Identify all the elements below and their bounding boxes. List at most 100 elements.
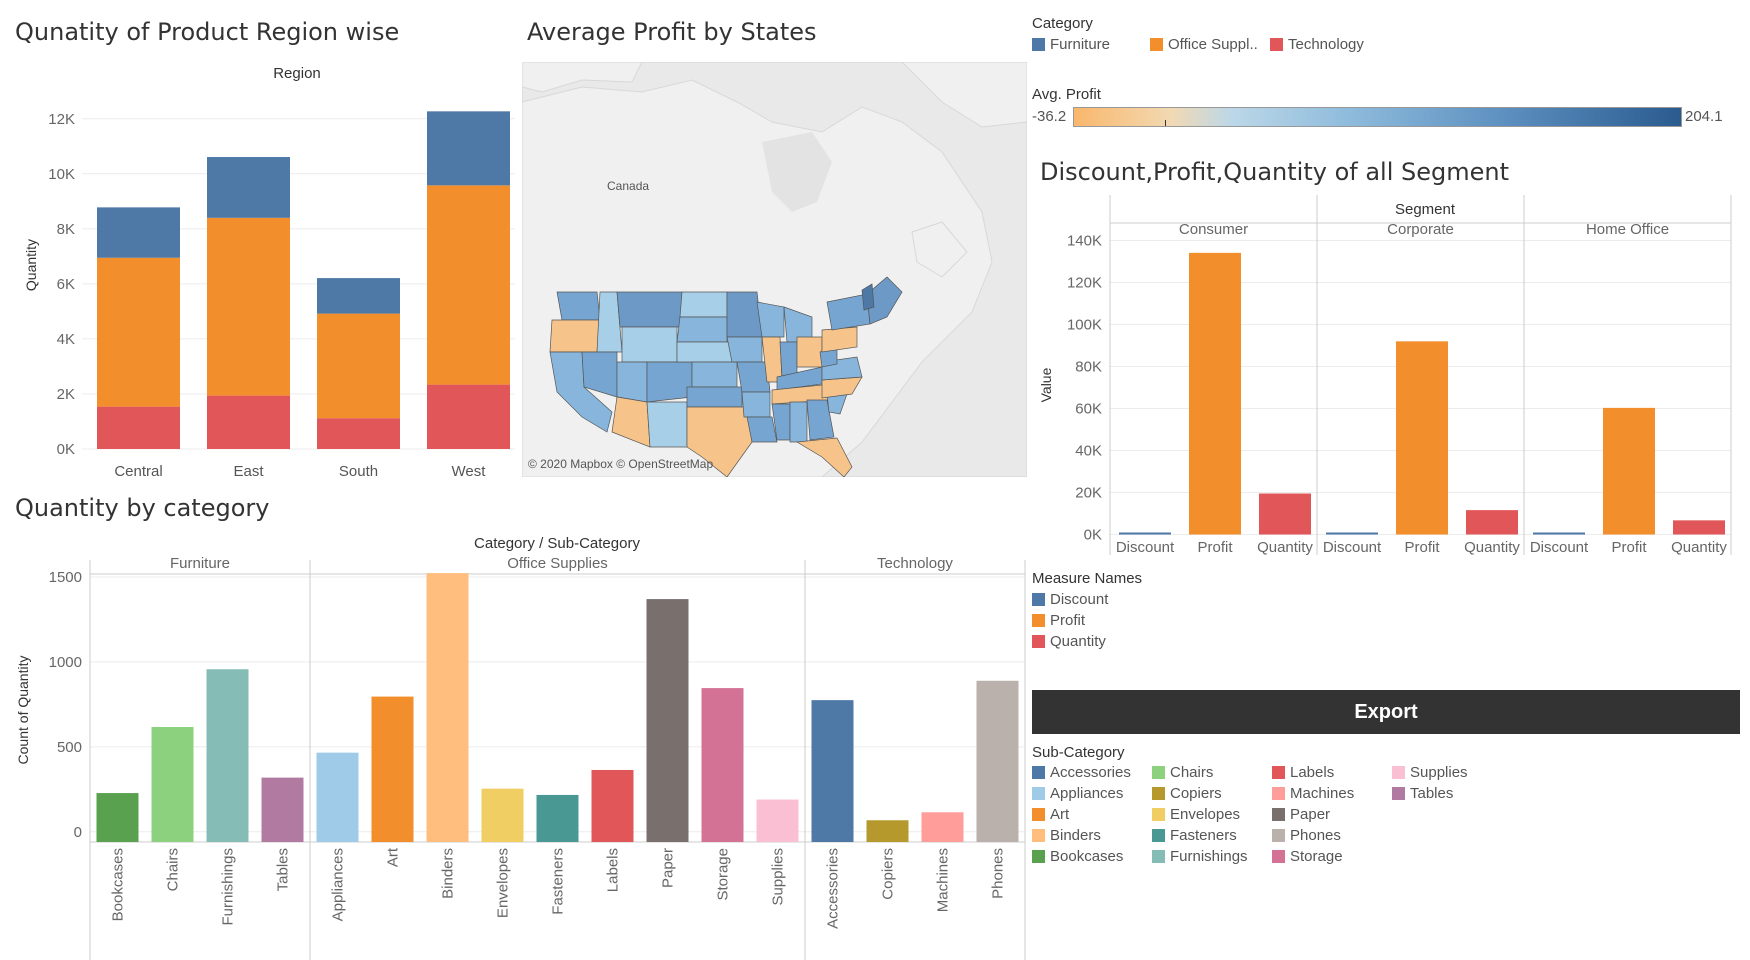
- bar: [866, 820, 909, 842]
- legend-item[interactable]: Labels: [1272, 764, 1334, 781]
- legend-item[interactable]: Furniture: [1032, 36, 1110, 53]
- legend-item[interactable]: Fasteners: [1152, 827, 1237, 844]
- legend-swatch: [1392, 766, 1405, 779]
- legend-item[interactable]: Tables: [1392, 785, 1453, 802]
- y-tick-label: 40K: [1075, 443, 1102, 460]
- x-category-label: Central: [114, 463, 162, 480]
- export-button[interactable]: Export: [1032, 690, 1740, 734]
- legend-swatch: [1392, 787, 1405, 800]
- bar: [1326, 532, 1378, 535]
- bar-segment: [207, 395, 290, 449]
- legend-item[interactable]: Profit: [1032, 612, 1085, 629]
- legend-item[interactable]: Art: [1032, 806, 1069, 823]
- legend-label: Technology: [1288, 36, 1364, 53]
- subcategory-quantity-chart: Category / Sub-Category 0 500 1000 1500 Count…: [15, 535, 1026, 960]
- legend-label: Chairs: [1170, 764, 1214, 781]
- y-tick-label: 0: [74, 824, 82, 841]
- segment-panel-label: Consumer: [1179, 221, 1248, 238]
- legend-item[interactable]: Chairs: [1152, 764, 1213, 781]
- state-nebraska: [676, 341, 733, 363]
- bar: [1189, 252, 1241, 535]
- legend-swatch: [1032, 38, 1045, 51]
- bar: [261, 777, 304, 842]
- state-wyoming: [621, 326, 678, 363]
- legend-item[interactable]: Phones: [1272, 827, 1341, 844]
- bar: [96, 793, 139, 842]
- bar-segment: [97, 257, 180, 407]
- legend-item[interactable]: Supplies: [1392, 764, 1468, 781]
- legend-item[interactable]: Storage: [1272, 848, 1343, 865]
- y-tick-label: 140K: [1067, 233, 1102, 250]
- legend-item[interactable]: Copiers: [1152, 785, 1222, 802]
- x-category-label: Tables: [275, 848, 292, 891]
- bar: [921, 812, 964, 842]
- legend-label: Appliances: [1050, 785, 1124, 802]
- legend-label: Phones: [1290, 827, 1341, 844]
- x-category-label: Discount: [1116, 539, 1175, 556]
- legend-item[interactable]: Office Suppl..: [1150, 36, 1258, 53]
- state-wisconsin: [756, 301, 785, 338]
- legend-label: Fasteners: [1170, 827, 1237, 844]
- map-country-label: Canada: [607, 179, 649, 193]
- legend-item[interactable]: Machines: [1272, 785, 1354, 802]
- y-axis-label: Value: [1038, 367, 1054, 402]
- region-header: Region: [273, 65, 321, 82]
- bar-segment: [427, 185, 510, 385]
- x-category-label: Quantity: [1464, 539, 1520, 556]
- legend-swatch: [1032, 593, 1045, 606]
- y-tick-label: 60K: [1075, 401, 1102, 418]
- legend-item[interactable]: Discount: [1032, 591, 1108, 608]
- legend-item[interactable]: Bookcases: [1032, 848, 1123, 865]
- bar: [1259, 493, 1311, 535]
- bar-segment: [97, 207, 180, 258]
- measure-legend-title: Measure Names: [1032, 570, 1143, 587]
- y-tick-label: 2K: [57, 386, 75, 403]
- legend-swatch: [1272, 787, 1285, 800]
- bar: [426, 573, 469, 842]
- state-indiana: [779, 341, 798, 378]
- legend-swatch: [1152, 766, 1165, 779]
- legend-item[interactable]: Binders: [1032, 827, 1101, 844]
- bar-segment: [97, 406, 180, 449]
- legend-label: Envelopes: [1170, 806, 1241, 823]
- legend-item[interactable]: Accessories: [1032, 764, 1131, 781]
- legend-item[interactable]: Envelopes: [1152, 806, 1240, 823]
- land-arctic-island: [522, 62, 643, 93]
- x-category-label: Bookcases: [110, 848, 127, 921]
- legend-swatch: [1032, 787, 1045, 800]
- y-tick-label: 1500: [49, 569, 82, 586]
- legend-label: Paper: [1290, 806, 1331, 823]
- state-louisiana: [746, 416, 778, 443]
- y-tick-label: 0K: [57, 441, 75, 458]
- legend-swatch: [1032, 635, 1045, 648]
- legend-item[interactable]: Quantity: [1032, 633, 1106, 650]
- avg-profit-zero-marker: [1165, 120, 1166, 126]
- legend-item[interactable]: Furnishings: [1152, 848, 1248, 865]
- y-tick-label: 1000: [49, 654, 82, 671]
- legend-swatch: [1272, 808, 1285, 821]
- legend-label: Tables: [1410, 785, 1454, 802]
- avg-profit-legend-title: Avg. Profit: [1032, 86, 1101, 103]
- x-category-label: South: [339, 463, 378, 480]
- state-minnesota: [726, 291, 763, 338]
- us-states[interactable]: [549, 276, 903, 477]
- x-category-label: Profit: [1197, 539, 1233, 556]
- avg-profit-color-ramp[interactable]: [1073, 107, 1682, 127]
- bar: [371, 696, 414, 842]
- segment-panel-label: Corporate: [1387, 221, 1454, 238]
- category-chart-title: Quantity by category: [15, 494, 270, 522]
- us-states-profit-map[interactable]: Canada: [522, 62, 1027, 477]
- legend-item[interactable]: Appliances: [1032, 785, 1123, 802]
- bar: [701, 688, 744, 842]
- legend-swatch: [1152, 829, 1165, 842]
- legend-item[interactable]: Paper: [1272, 806, 1330, 823]
- legend-item[interactable]: Technology: [1270, 36, 1364, 53]
- x-category-label: Accessories: [825, 848, 842, 929]
- category-legend-title: Category: [1032, 15, 1093, 32]
- bar: [151, 726, 194, 842]
- y-tick-label: 8K: [57, 221, 75, 238]
- y-axis-label: Count of Quantity: [15, 656, 31, 765]
- x-category-label: Labels: [605, 848, 622, 892]
- x-category-label: Profit: [1404, 539, 1440, 556]
- region-quantity-chart: Region 0K 2K 4K 6K 8K 10K 12K Quantity Central Eas…: [23, 65, 515, 480]
